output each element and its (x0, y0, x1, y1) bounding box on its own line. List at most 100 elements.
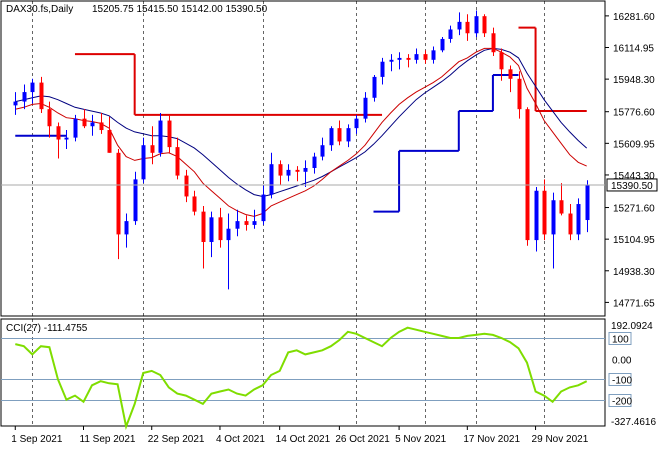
time-tick-label-3: 4 Oct 2021 (216, 434, 265, 445)
time-tick-label-7: 17 Nov 2021 (463, 434, 520, 445)
candle-body (201, 211, 206, 242)
candle-body (389, 59, 394, 62)
candle-24 (218, 207, 223, 248)
cci-line (15, 326, 588, 431)
candle-61 (534, 186, 539, 252)
candle-body (320, 145, 325, 157)
candle-body (440, 38, 445, 51)
candle-body (73, 118, 78, 138)
candle-body (150, 145, 155, 153)
candle-body (209, 217, 214, 242)
candle-body (542, 190, 547, 235)
candle-body (47, 109, 52, 127)
candle-31 (278, 160, 283, 186)
candle-62 (542, 179, 547, 241)
candle-21 (192, 190, 197, 216)
candle-57 (499, 48, 504, 81)
cci-indicator-label: CCI(27) -111.4755 (6, 323, 88, 334)
time-tick-label-0: 1 Sep 2021 (11, 434, 63, 445)
current-price-label: 15390.50 (611, 181, 653, 192)
candle-body (346, 128, 351, 142)
price-tick-label-5: 15443.30 (613, 171, 655, 182)
candle-67 (585, 180, 590, 233)
candle-body (252, 221, 257, 225)
candle-29 (261, 185, 266, 225)
candle-body (397, 57, 402, 60)
cci-pane: CCI(27) -111.4755 (0, 318, 606, 431)
candle-20 (184, 169, 189, 203)
candle-5 (56, 122, 61, 159)
candle-12 (116, 149, 121, 260)
candle-36 (320, 137, 325, 161)
candle-54 (474, 10, 479, 38)
price-axis: 16281.60 16114.95 15948.30 15776.60 15609.95… (605, 12, 655, 309)
time-tick-label-8: 29 Nov 2021 (532, 434, 589, 445)
candle-body (269, 164, 274, 195)
candle-body (482, 16, 487, 34)
candle-6 (64, 130, 69, 150)
candle-15 (141, 137, 146, 184)
candle-body (559, 200, 564, 214)
price-tick-label-1: 16114.95 (613, 44, 654, 55)
time-tick-label-1: 11 Sep 2021 (80, 434, 136, 445)
time-tick-label-2: 22 Sep 2021 (148, 434, 205, 445)
candle-23 (209, 211, 214, 258)
price-tick-label-0: 16281.60 (613, 12, 655, 23)
price-tick-label-8: 14938.30 (613, 267, 655, 278)
candle-39 (346, 124, 351, 148)
chart-ohlc-values: 15205.75 15415.50 15142.00 15390.50 (92, 4, 268, 15)
candle-40 (354, 114, 359, 134)
candle-7 (73, 114, 78, 142)
cci-level-label-0: 100 (612, 335, 629, 346)
price-tick-label-6: 15271.60 (613, 204, 655, 215)
cci-level-box-2 (608, 373, 632, 386)
candle-body (499, 52, 504, 70)
candle-body (39, 82, 44, 110)
candle-body (423, 54, 428, 60)
candle-body (158, 120, 163, 153)
candle-18 (167, 114, 172, 153)
price-plot-frame (0, 0, 606, 317)
cci-level-box-0 (608, 332, 632, 345)
candle-body (465, 21, 470, 34)
candle-body (30, 82, 35, 93)
price-tick-label-2: 15948.30 (613, 75, 655, 86)
candle-body (585, 184, 590, 221)
candle-body (22, 92, 27, 102)
cci-level-label-2: -100 (612, 376, 632, 387)
candle-14 (133, 171, 138, 225)
candle-body (414, 54, 419, 60)
time-tick-label-5: 26 Oct 2021 (335, 434, 390, 445)
candle-body (278, 164, 283, 176)
candle-45 (397, 52, 402, 70)
candle-body (551, 200, 556, 235)
price-tick-label-3: 15776.60 (613, 108, 655, 119)
candle-body (525, 109, 530, 241)
candle-body (286, 169, 291, 176)
candle-9 (90, 114, 95, 136)
candle-body (244, 221, 249, 225)
candle-body (303, 167, 308, 172)
candle-body (192, 196, 197, 212)
cci-axis: 192.0924 -327.4616 100 0.00 -100 -200 (608, 321, 656, 428)
cci-level-label-3: -200 (612, 397, 632, 408)
candle-53 (465, 14, 470, 41)
candle-body (517, 78, 522, 110)
cci-level-label-1: 0.00 (612, 356, 632, 367)
candle-body (354, 118, 359, 129)
candle-body (534, 190, 539, 241)
candle-47 (414, 48, 419, 64)
candle-33 (295, 166, 300, 182)
candle-3 (39, 76, 44, 113)
candle-body (363, 97, 368, 119)
current-price-box (606, 178, 658, 192)
candle-34 (303, 160, 308, 187)
candle-8 (82, 109, 87, 129)
candle-body (184, 175, 189, 197)
candle-body (508, 69, 513, 79)
candle-body (124, 221, 129, 235)
candle-4 (47, 101, 52, 138)
candle-body (457, 21, 462, 30)
candle-body (141, 145, 146, 180)
